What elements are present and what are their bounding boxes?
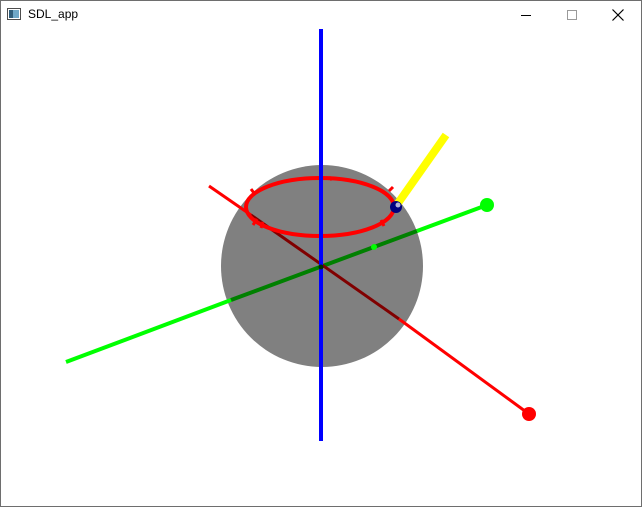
- origin-point: [318, 264, 324, 270]
- window-title: SDL_app: [28, 7, 79, 21]
- close-icon: [612, 9, 624, 21]
- x-axis-tip-marker: [522, 407, 536, 421]
- y-axis-mid-marker: [371, 244, 377, 250]
- maximize-icon: [567, 10, 577, 20]
- orbit-ring-dashes: [249, 175, 395, 229]
- pointer-beam: [392, 132, 450, 209]
- minimize-icon: [521, 15, 531, 16]
- window-app-icon: [7, 8, 21, 20]
- x-axis-back-upper: [208, 184, 252, 217]
- x-axis-front: [398, 317, 530, 416]
- pointer-marker-highlight: [395, 202, 401, 208]
- y-axis-front: [65, 298, 232, 364]
- title-bar[interactable]: SDL_app: [1, 1, 641, 29]
- close-button[interactable]: [595, 1, 641, 29]
- minimize-button[interactable]: [503, 1, 549, 29]
- y-axis-outer: [416, 203, 488, 233]
- maximize-button[interactable]: [549, 1, 595, 29]
- y-axis-tip-marker: [480, 198, 494, 212]
- render-canvas[interactable]: [1, 29, 641, 506]
- pointer-marker: [390, 201, 402, 213]
